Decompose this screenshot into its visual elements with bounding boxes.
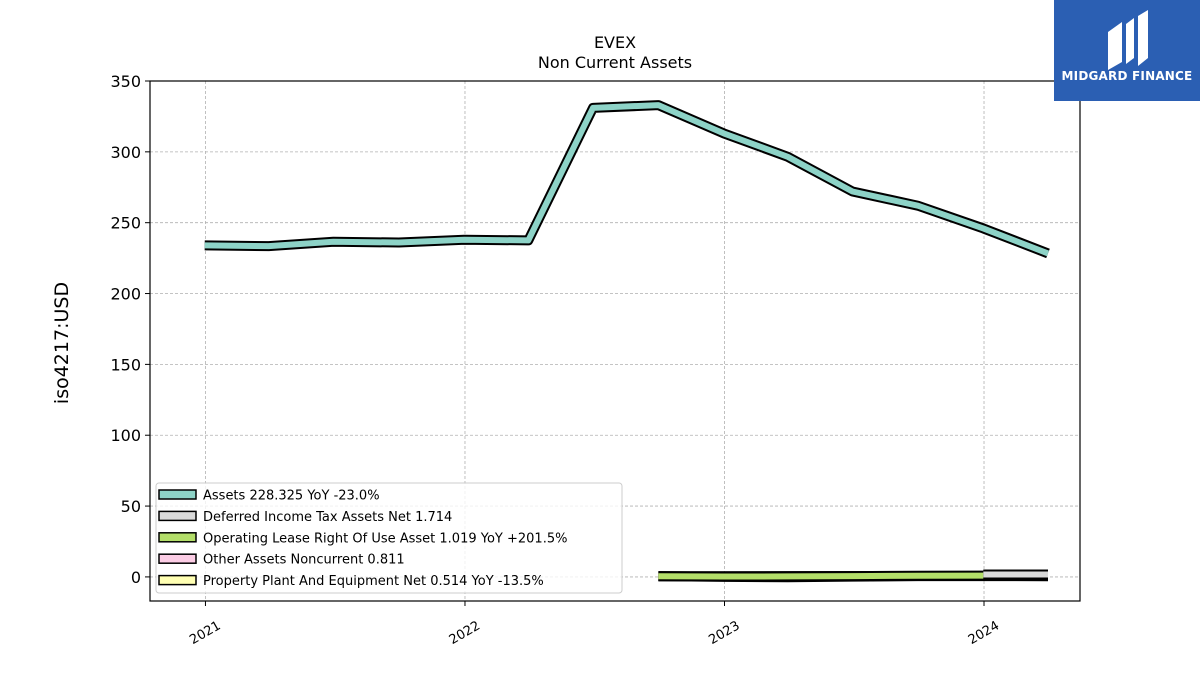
- y-axis: 0 50 100 150 200 250 300 350: [110, 72, 150, 587]
- legend-label: Assets 228.325 YoY -23.0%: [203, 489, 380, 504]
- legend-swatch: [158, 574, 197, 586]
- legend-box: [155, 482, 623, 594]
- midgard-logo-icon: [1108, 10, 1148, 70]
- y-tick-label: 300: [110, 143, 141, 162]
- legend-label: Deferred Income Tax Assets Net 1.714: [203, 510, 452, 525]
- x-tick-label: 2023: [706, 618, 742, 648]
- y-tick-label: 250: [110, 214, 141, 233]
- series-line: [204, 102, 1050, 257]
- legend-swatch: [158, 510, 197, 522]
- x-tick-label: 2022: [447, 618, 483, 648]
- x-axis: 2021 2022 2023 2024: [187, 601, 1002, 648]
- y-axis-label: iso4217:USD: [51, 282, 73, 404]
- legend-swatch: [158, 553, 197, 564]
- y-tick-label: 350: [110, 72, 141, 91]
- legend-label: Property Plant And Equipment Net 0.514 Y…: [203, 574, 544, 589]
- legend-label: Operating Lease Right Of Use Asset 1.019…: [203, 531, 567, 546]
- chart-subtitle: Non Current Assets: [538, 53, 692, 72]
- legend: Assets 228.325 YoY -23.0% Deferred Income…: [155, 482, 623, 594]
- logo-text: MIDGARD FINANCE: [1061, 69, 1193, 83]
- y-tick-label: 0: [131, 568, 141, 587]
- series-group: [204, 100, 1050, 583]
- y-tick-label: 200: [110, 285, 141, 304]
- y-tick-label: 150: [110, 355, 141, 374]
- plot-frame: [149, 80, 1081, 602]
- series-outline: [204, 100, 1050, 259]
- y-tick-label: 100: [110, 426, 141, 445]
- chart-title: EVEX: [594, 33, 636, 52]
- brand-logo: MIDGARD FINANCE: [1054, 0, 1200, 101]
- x-tick-label: 2024: [966, 618, 1002, 648]
- legend-swatch: [158, 489, 197, 500]
- legend-swatch: [158, 532, 197, 543]
- legend-label: Other Assets Noncurrent 0.811: [203, 553, 405, 568]
- x-tick-label: 2021: [187, 618, 223, 648]
- y-tick-label: 50: [121, 497, 141, 516]
